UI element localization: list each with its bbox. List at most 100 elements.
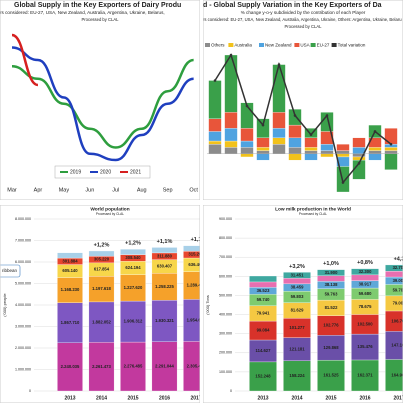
chart-source: Processed by CLAL <box>299 212 327 216</box>
bar-segment <box>304 153 318 161</box>
bar-segment <box>240 128 254 142</box>
bar-segment <box>272 112 286 129</box>
legend-box <box>0 264 21 278</box>
y-tick-label: 3.000.000 <box>15 324 31 328</box>
legend-label: New Zealand <box>265 43 292 48</box>
y-tick-label: 100.000 <box>219 370 232 374</box>
value-label: 636.400 <box>188 262 204 267</box>
value-label: 1.258.225 <box>155 284 174 289</box>
total-point <box>293 114 297 117</box>
bar-segment <box>256 147 270 151</box>
value-label: 1.289.400 <box>187 283 206 288</box>
y-tick-label: 5.000.000 <box>15 281 31 285</box>
value-label: 1.906.312 <box>124 319 143 324</box>
total-point <box>325 114 329 117</box>
line <box>11 58 194 149</box>
value-label: 121.181 <box>289 346 305 351</box>
y-tick-label: 200.000 <box>219 351 232 355</box>
value-label: 59.700 <box>393 287 403 292</box>
bar-segment <box>336 153 350 158</box>
bar-segment <box>304 137 318 148</box>
bar-segment <box>151 273 178 301</box>
x-tick-label: 2015 <box>325 395 336 401</box>
legend-swatch <box>331 43 337 47</box>
bar-segment <box>249 361 277 392</box>
bar-segment <box>224 112 238 129</box>
bar-segment <box>240 153 254 158</box>
bar-segment <box>351 333 379 361</box>
bar-segment <box>224 54 238 113</box>
bar-segment <box>151 247 178 254</box>
y-tick-label: 700.000 <box>219 255 232 259</box>
total-point <box>261 123 265 127</box>
value-label: 31.451 <box>291 272 304 277</box>
legend-swatch <box>294 43 300 47</box>
x-tick-label: Aug <box>137 187 147 193</box>
value-label: 99.084 <box>257 328 270 333</box>
growth-label: +1,2% <box>94 242 110 248</box>
x-tick-label: 2013 <box>257 395 268 401</box>
bar-segment <box>208 131 222 142</box>
total-point <box>341 181 345 184</box>
value-label: 59.680 <box>359 291 372 296</box>
line <box>11 46 194 162</box>
value-label: 2.240.035 <box>61 364 80 369</box>
bar-segment <box>224 140 238 148</box>
line <box>11 33 39 87</box>
value-label: 301.884 <box>62 258 78 263</box>
value-label: 2.261.473 <box>92 364 111 369</box>
chart-source: Processed by CLAL <box>81 17 119 22</box>
chart-panel: d - Global Supply Variation in the Key E… <box>203 0 403 200</box>
value-label: 59.763 <box>325 291 338 296</box>
bar-segment <box>208 80 222 119</box>
bar-segment <box>224 128 238 142</box>
y-axis-label: ('000) people <box>2 293 7 317</box>
total-point <box>373 130 377 133</box>
bar-segment <box>288 109 302 126</box>
value-label: 79.000 <box>393 301 403 306</box>
value-label: 36.523 <box>257 288 270 293</box>
bar-segment <box>88 250 115 257</box>
bar-segment <box>351 268 379 276</box>
x-tick-label: 2014 <box>291 395 302 401</box>
y-tick-label: 1.000.000 <box>15 367 31 371</box>
value-label: 59.803 <box>291 294 304 299</box>
bar-segment <box>368 153 382 161</box>
bar-segment <box>57 302 83 343</box>
y-tick-label: 400.000 <box>219 313 232 317</box>
y-tick-label: 7.000.000 <box>15 238 31 242</box>
legend-label: Australia <box>234 43 252 48</box>
bar-segment <box>283 272 311 279</box>
bar-segment <box>283 360 311 392</box>
chart-title: World population <box>90 206 129 212</box>
bar-segment <box>208 140 222 145</box>
value-label: 81.522 <box>325 305 338 310</box>
bar-segment <box>385 271 403 278</box>
bar-segment <box>320 150 334 154</box>
bar-segment <box>249 275 277 283</box>
legend-swatch <box>228 43 234 47</box>
growth-label: +1,0% <box>323 261 339 267</box>
bar-segment <box>352 159 366 180</box>
value-label: 79.941 <box>257 311 270 316</box>
value-label: 1.197.618 <box>92 286 111 291</box>
x-tick-label: 2017 <box>190 395 201 401</box>
chart-panel: Low milk production in the WorldProcesse… <box>203 205 403 403</box>
bar-segment <box>384 153 398 170</box>
value-label: 164.900 <box>391 372 403 377</box>
value-label: 630.407 <box>157 264 173 269</box>
value-label: 2.276.485 <box>124 364 143 369</box>
total-point <box>309 133 313 136</box>
bar-segment <box>317 269 345 276</box>
bar-segment <box>256 153 270 161</box>
legend-label: USA <box>300 43 309 48</box>
legend-swatch <box>259 43 264 47</box>
total-line <box>214 53 392 185</box>
x-tick-label: 2017 <box>393 395 403 401</box>
value-label: 315.200 <box>188 252 204 257</box>
bar-segment <box>88 342 115 392</box>
bar-segment <box>151 300 178 342</box>
legend-label: Others <box>211 43 225 48</box>
